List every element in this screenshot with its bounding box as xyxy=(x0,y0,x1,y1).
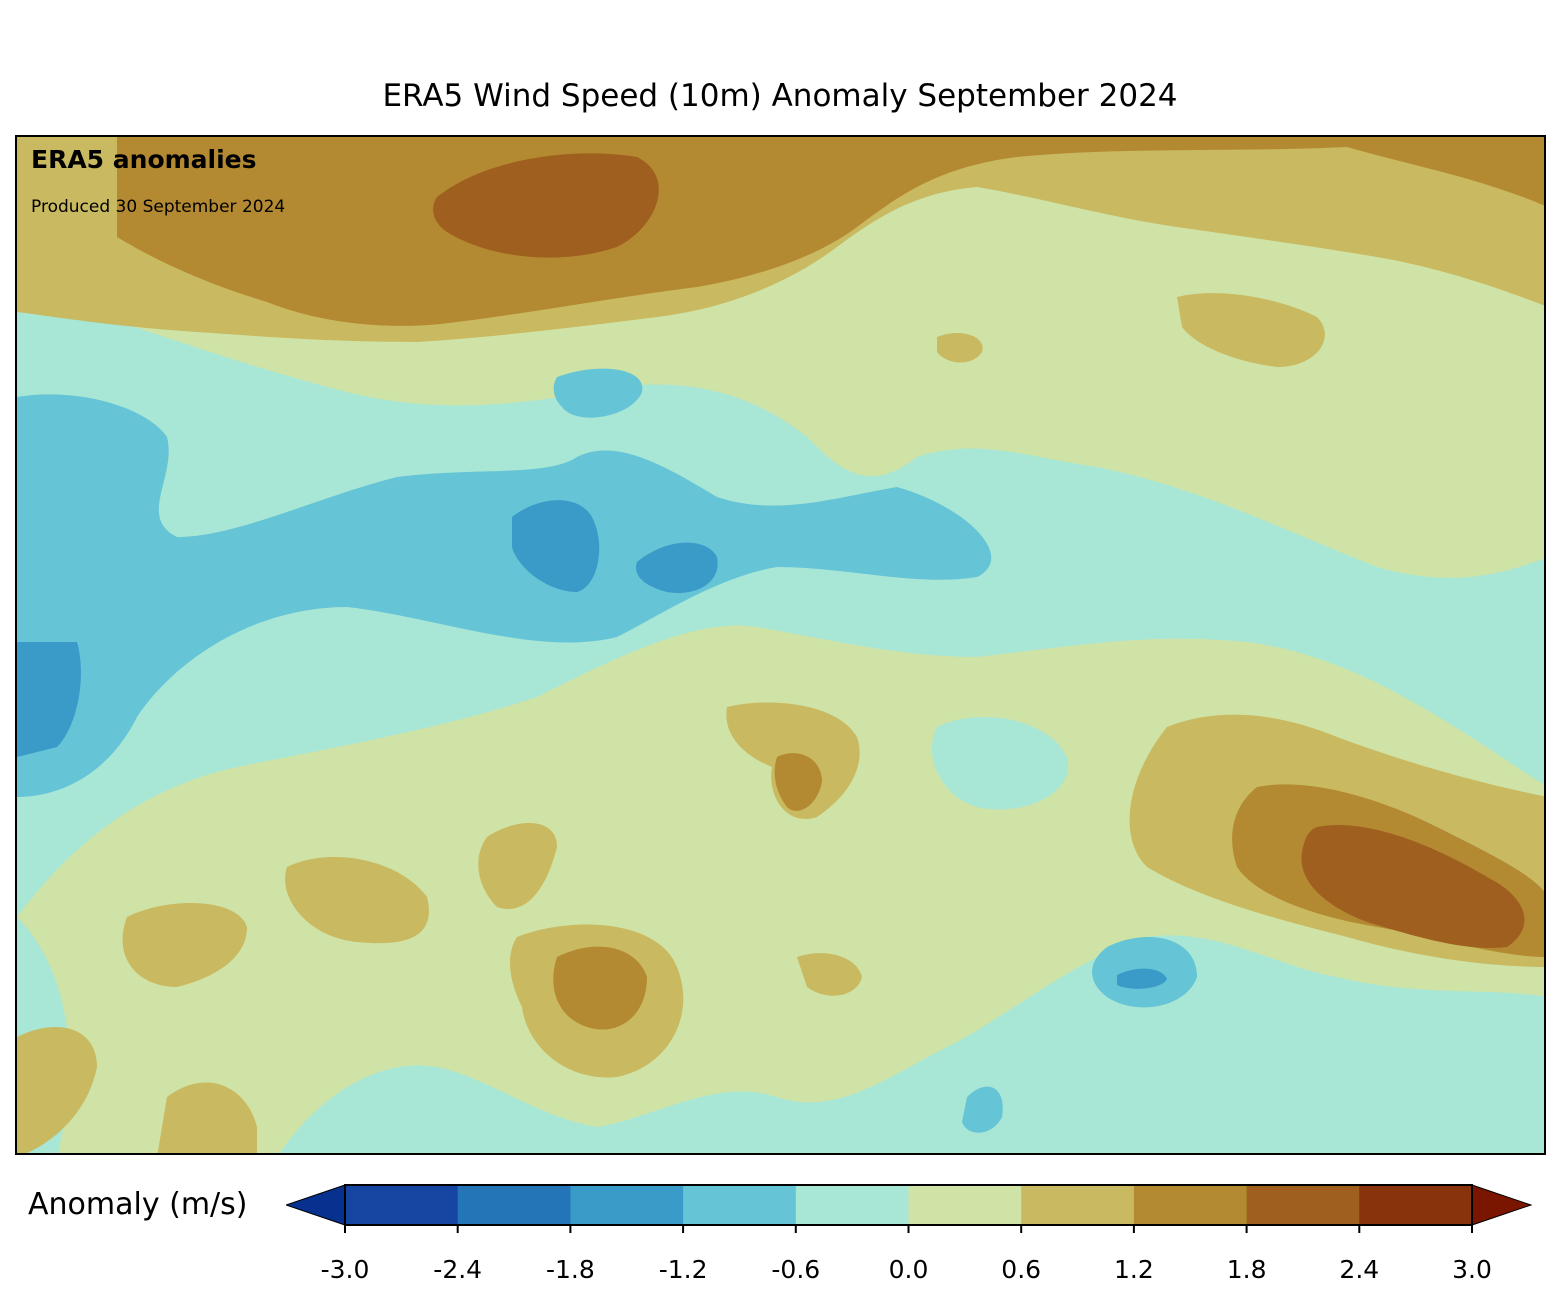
colorbar-tick-label: 2.4 xyxy=(1339,1255,1380,1284)
colorbar-tick-label: -0.6 xyxy=(771,1255,821,1284)
colorbar-bin xyxy=(1021,1185,1135,1225)
field-minus0.6-0.0-north xyxy=(17,287,1544,917)
colorbar-over-arrow xyxy=(1471,1184,1533,1226)
colorbar-bin xyxy=(570,1185,684,1225)
map-canvas xyxy=(17,137,1544,1153)
field-minus1.8-north-sea xyxy=(512,500,600,592)
colorbar-tick-label: -1.2 xyxy=(658,1255,708,1284)
colorbar-tick-label: 3.0 xyxy=(1452,1255,1492,1284)
colorbar-tick-label: -1.8 xyxy=(546,1255,595,1284)
colorbar-tick-label: 1.2 xyxy=(1114,1255,1154,1284)
field-0.6-1.2-finland xyxy=(937,332,983,363)
chart-title: ERA5 Wind Speed (10m) Anomaly September … xyxy=(382,78,1178,114)
colorbar-tick-label: 0.0 xyxy=(888,1255,929,1284)
field-minus1.8-black-sea xyxy=(1117,968,1167,989)
field-0.6-1.2-iberia xyxy=(122,903,247,987)
field-0.6-1.2-karelia xyxy=(1177,293,1325,367)
field-1.2-1.8-czechia xyxy=(774,753,822,811)
anomaly-map: ERA5 anomalies Produced 30 September 202… xyxy=(15,135,1546,1155)
colorbar-tick-label: -2.4 xyxy=(433,1255,483,1284)
colorbar-bin xyxy=(345,1185,459,1225)
field-0.6-1.2-morocco xyxy=(157,1082,257,1153)
colorbar-bin xyxy=(795,1185,909,1225)
field-1.8-2.4-caspian xyxy=(1301,825,1525,948)
field-0.6-1.2-portugal xyxy=(17,1027,97,1153)
field-0.6-1.2-adriatic xyxy=(797,953,862,996)
colorbar-bin xyxy=(457,1185,571,1225)
colorbar-bin xyxy=(683,1185,797,1225)
colorbar-bin xyxy=(908,1185,1022,1225)
field-1.8-2.4-norwegian-sea xyxy=(433,153,659,258)
colorbar-under-arrow xyxy=(286,1184,346,1226)
colorbar-tick-label: 0.6 xyxy=(1001,1255,1042,1284)
colorbar-bin xyxy=(1246,1185,1360,1225)
colorbar-bin xyxy=(1359,1185,1473,1225)
field-minus1.2-norway-sea xyxy=(553,368,643,418)
field-minus0.6-0.0-south xyxy=(279,935,1544,1153)
field-minus0.6-0.0-ukraine xyxy=(931,717,1069,810)
field-1.2-1.8-corsica xyxy=(553,946,647,1030)
field-minus1.8-atlantic xyxy=(17,642,81,757)
produced-date: Produced 30 September 2024 xyxy=(31,197,286,217)
field-0.6-1.2-france xyxy=(478,823,557,909)
colorbar xyxy=(286,1184,1533,1233)
colorbar-label: Anomaly (m/s) xyxy=(28,1187,248,1222)
colorbar-bin xyxy=(1133,1185,1248,1225)
field-minus1.2-aegean xyxy=(962,1086,1003,1133)
colorbar-tick-label: -3.0 xyxy=(320,1255,370,1284)
field-minus1.2-minus0.6 xyxy=(17,394,992,797)
anomalies-label: ERA5 anomalies xyxy=(31,145,257,174)
colorbar-tick-label: 1.8 xyxy=(1226,1255,1267,1284)
field-0.6-1.2-biscay xyxy=(285,857,429,944)
field-minus1.8-skagerrak xyxy=(636,542,718,593)
